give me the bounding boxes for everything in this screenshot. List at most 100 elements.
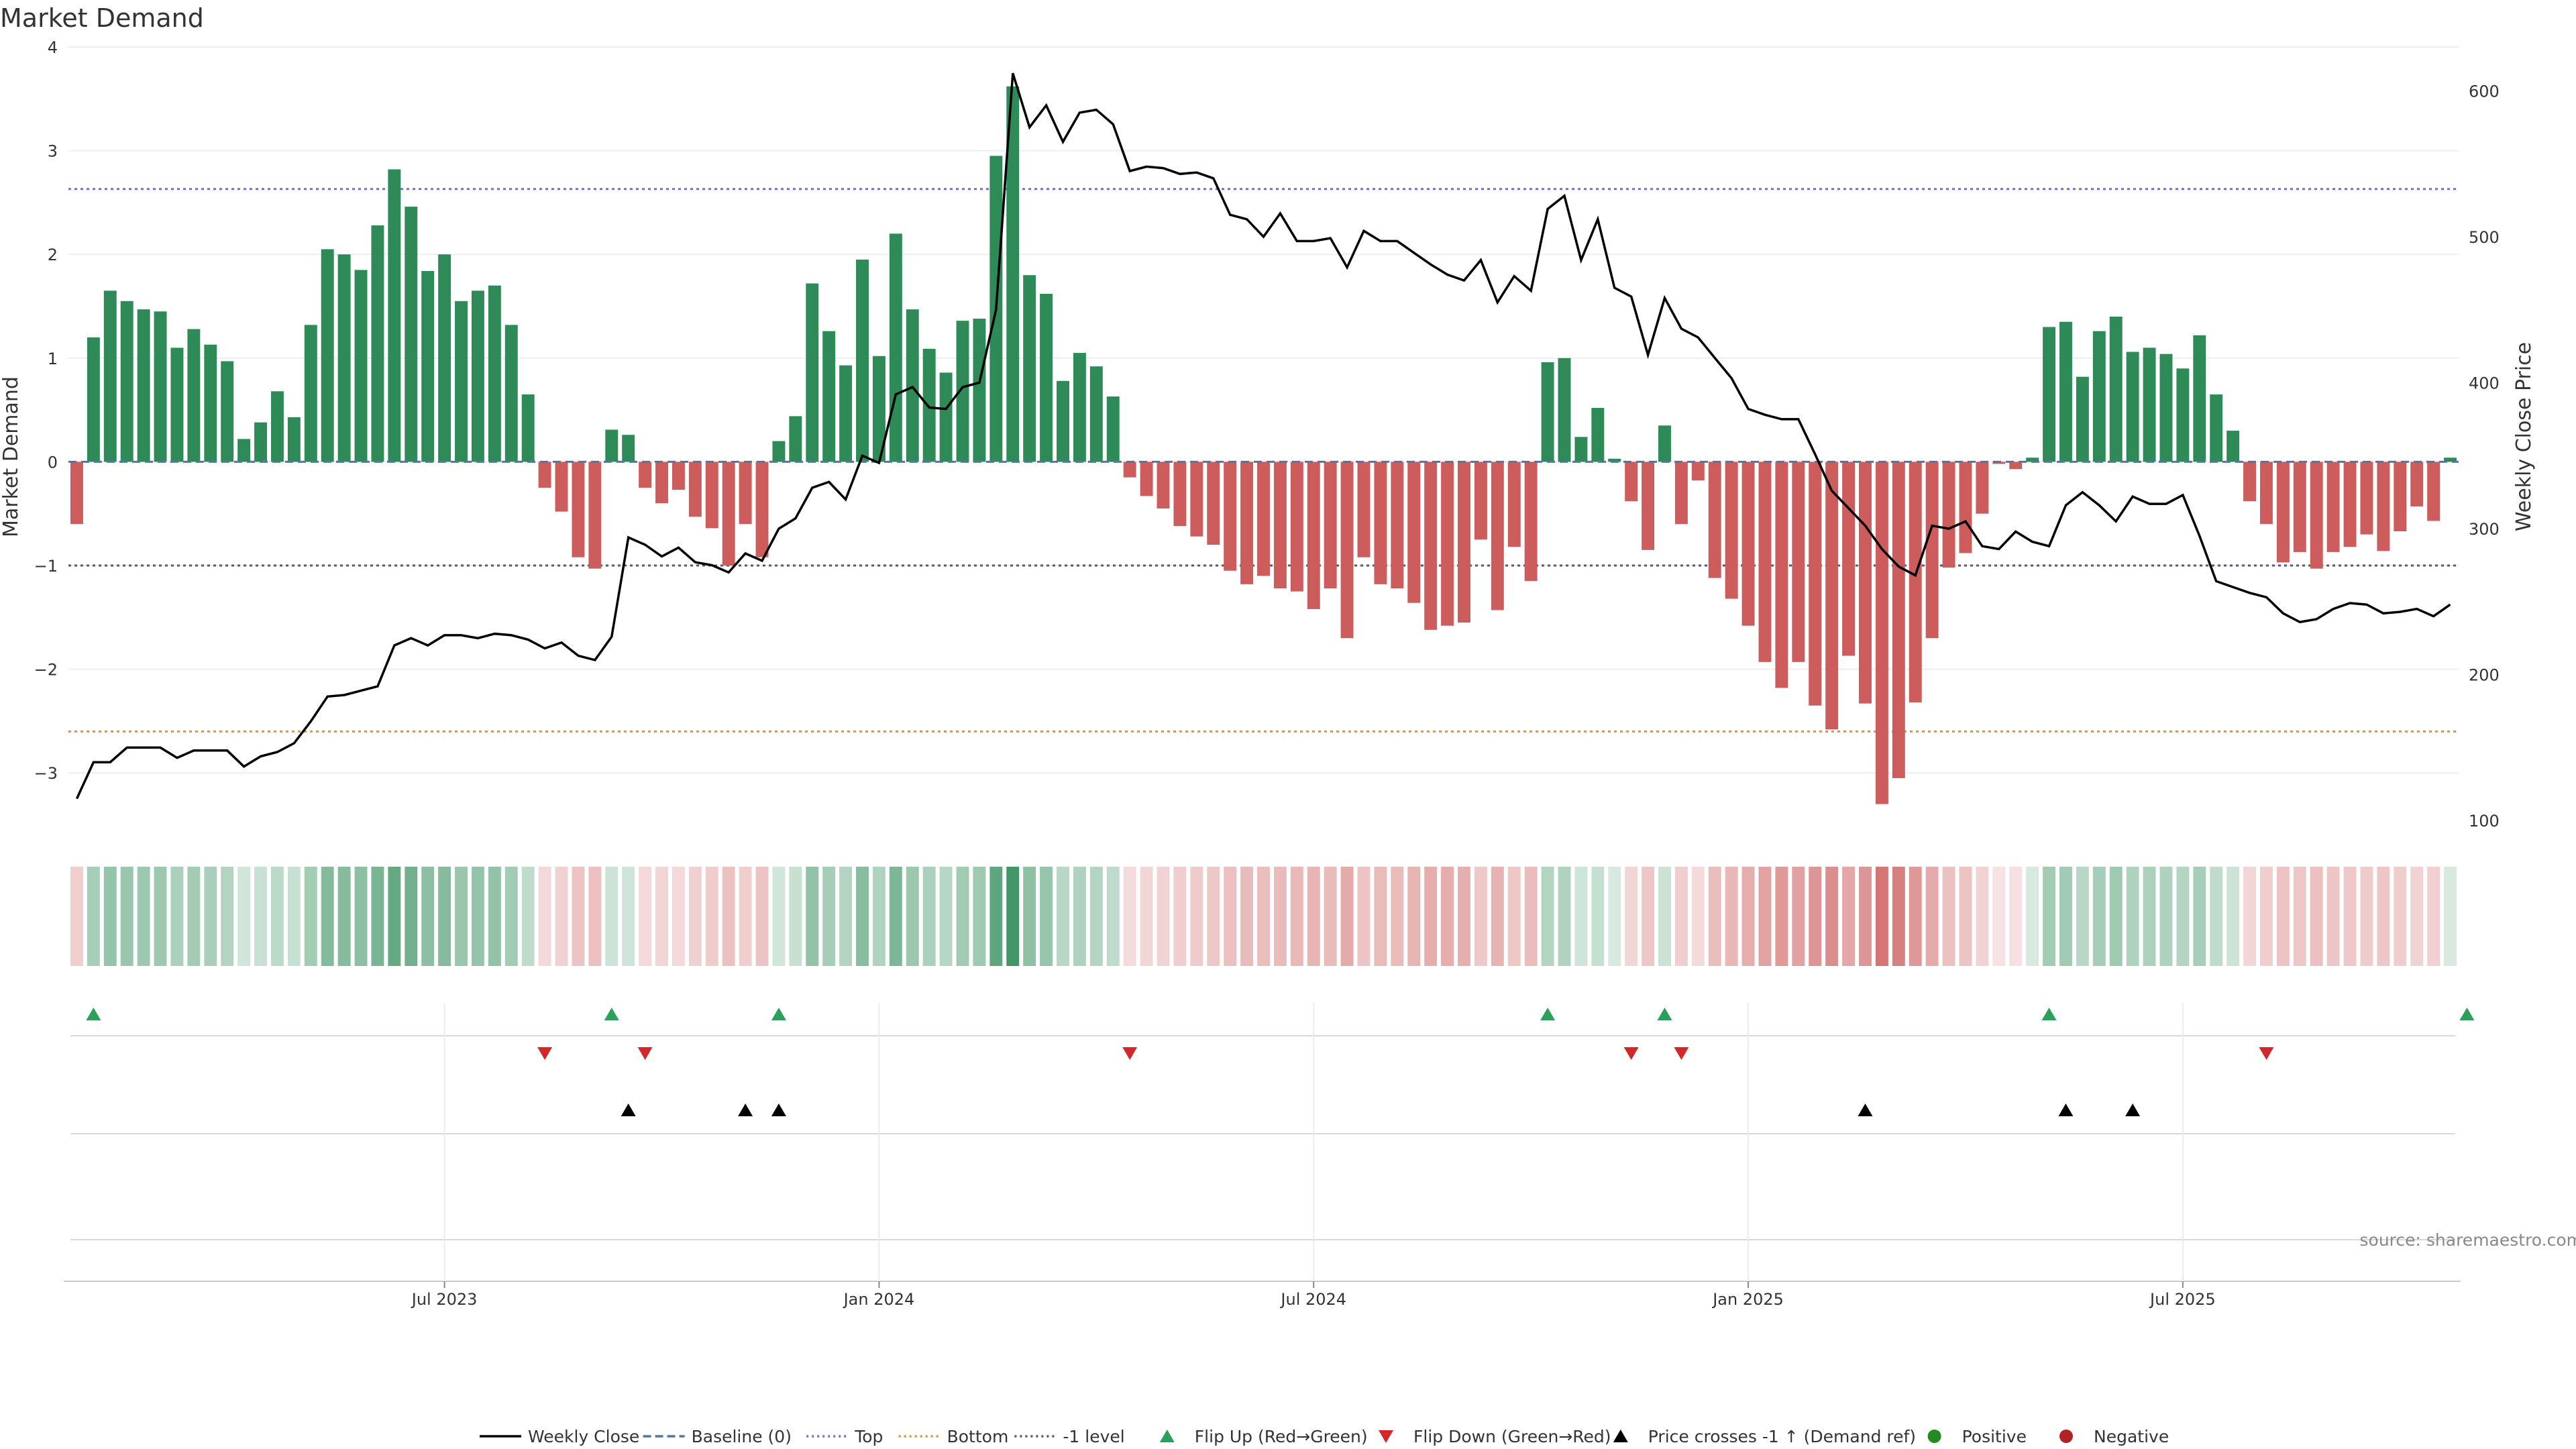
x-tick-label: Jan 2025 xyxy=(1711,1290,1784,1309)
strip-cell xyxy=(1491,867,1504,966)
strip-cell xyxy=(270,867,284,966)
legend-label: Top xyxy=(854,1427,883,1446)
strip-cell xyxy=(1407,867,1421,966)
demand-bar xyxy=(1809,462,1822,706)
demand-bar xyxy=(2109,316,2123,462)
strip-cell xyxy=(1089,867,1103,966)
strip-cell xyxy=(2176,867,2190,966)
demand-bar xyxy=(1524,462,1538,582)
demand-bar xyxy=(270,391,284,462)
strip-cell xyxy=(572,867,585,966)
demand-bar xyxy=(772,441,786,462)
strip-cell xyxy=(70,867,83,966)
demand-bar xyxy=(2377,462,2390,551)
demand-bar xyxy=(103,290,117,462)
demand-bar xyxy=(1558,358,1571,462)
demand-bar xyxy=(2159,354,2173,462)
strip-cell xyxy=(906,867,919,966)
strip-cell xyxy=(1123,867,1136,966)
strip-cell xyxy=(1458,867,1470,966)
strip-cell xyxy=(321,867,334,966)
demand-bar xyxy=(1340,462,1354,639)
demand-bar xyxy=(739,462,752,525)
strip-cell xyxy=(1642,867,1655,966)
chart-title: Market Demand xyxy=(0,3,204,33)
right-tick-label: 400 xyxy=(2469,374,2500,392)
demand-bar xyxy=(204,344,217,462)
strip-cell xyxy=(2076,867,2089,966)
strip-cell xyxy=(87,867,100,966)
flip-down-marker xyxy=(2259,1047,2274,1060)
strip-cell xyxy=(1725,867,1738,966)
strip-cell xyxy=(1859,867,1872,966)
strip-cell xyxy=(2043,867,2056,966)
demand-bar xyxy=(2326,462,2340,552)
x-grid-lines xyxy=(443,1003,2184,1281)
strip-cell xyxy=(438,867,451,966)
strip-cell xyxy=(1040,867,1053,966)
strip-cell xyxy=(989,867,1003,966)
demand-bar xyxy=(1040,293,1053,462)
demand-bar xyxy=(2193,335,2206,462)
demand-bar xyxy=(405,207,418,462)
demand-bar xyxy=(973,319,986,462)
demand-bar xyxy=(605,429,619,462)
strip-cell xyxy=(2326,867,2340,966)
demand-bar xyxy=(254,422,268,462)
demand-bar xyxy=(622,435,635,462)
strip-cell xyxy=(1173,867,1187,966)
flip-down-marker xyxy=(1623,1047,1639,1060)
strip-cell xyxy=(154,867,167,966)
flip-up-marker xyxy=(2041,1008,2057,1020)
flip-down-marker xyxy=(637,1047,653,1060)
strip-cell xyxy=(1224,867,1237,966)
right-tick-label: 600 xyxy=(2469,82,2500,101)
strip-cell xyxy=(2310,867,2323,966)
strip-cell xyxy=(2092,867,2106,966)
strip-cell xyxy=(889,867,902,966)
legend-swatch xyxy=(1613,1430,1628,1442)
strip-cell xyxy=(1524,867,1538,966)
demand-bar xyxy=(1875,462,1888,804)
strip-cell xyxy=(1190,867,1203,966)
demand-bar xyxy=(872,356,885,462)
demand-bar xyxy=(2360,462,2373,535)
demand-bar xyxy=(2410,462,2424,506)
demand-bar xyxy=(2126,352,2139,462)
demand-bar xyxy=(1006,86,1020,462)
demand-bar xyxy=(1842,462,1856,656)
strip-cell xyxy=(2444,867,2457,966)
demand-bar xyxy=(2092,331,2106,462)
demand-bar xyxy=(304,325,317,462)
strip-cell xyxy=(504,867,518,966)
strip-cell xyxy=(1073,867,1086,966)
strip-cell xyxy=(705,867,718,966)
right-axis-label: Weekly Close Price xyxy=(2512,342,2536,531)
demand-bar xyxy=(2043,327,2056,462)
strip-cell xyxy=(1909,867,1922,966)
source-label: source: sharemaestro.com xyxy=(2360,1230,2576,1250)
left-tick-label: −3 xyxy=(34,764,58,783)
demand-bar xyxy=(1307,462,1320,609)
demand-bar xyxy=(1992,462,2006,464)
strip-cell xyxy=(739,867,752,966)
flip-up-marker xyxy=(1657,1008,1672,1020)
demand-bar xyxy=(455,301,468,462)
demand-bar xyxy=(688,462,702,517)
strip-cell xyxy=(789,867,802,966)
legend-label: Price crosses -1 ↑ (Demand ref) xyxy=(1648,1427,1916,1446)
demand-bar xyxy=(1257,462,1270,576)
demand-bar xyxy=(1691,462,1705,481)
strip-cell xyxy=(337,867,351,966)
right-tick-label: 500 xyxy=(2469,228,2500,247)
strip-cell xyxy=(2193,867,2206,966)
strip-cell xyxy=(1057,867,1069,966)
demand-bar xyxy=(438,254,451,462)
demand-bar xyxy=(87,337,100,462)
strip-cell xyxy=(822,867,836,966)
legend-item: Positive xyxy=(1927,1427,2027,1446)
demand-bar xyxy=(1859,462,1872,704)
strip-cell xyxy=(2243,867,2257,966)
x-tick-label: Jul 2025 xyxy=(2149,1290,2216,1309)
strip-cell xyxy=(204,867,217,966)
